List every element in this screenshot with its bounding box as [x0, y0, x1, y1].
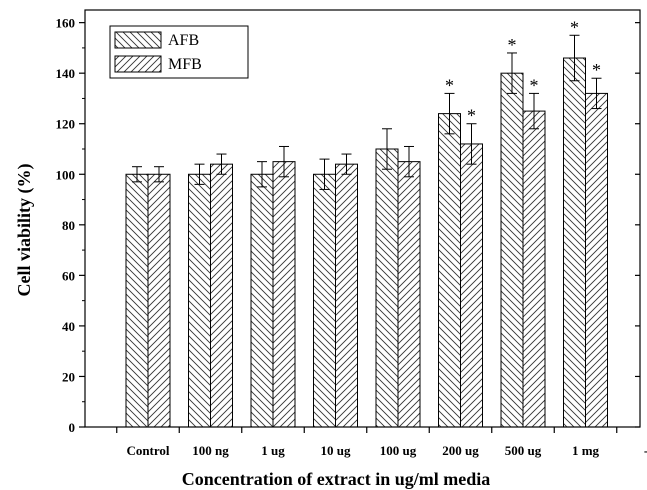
bar-afb — [125, 173, 149, 428]
bar-afb — [188, 173, 211, 428]
y-tick-label: 100 — [56, 167, 76, 182]
bar-afb — [375, 148, 399, 428]
legend-swatch-afb — [114, 31, 162, 49]
significance-star: * — [530, 75, 539, 95]
bar-mfb — [335, 163, 358, 428]
error-bars-layer — [132, 34, 602, 190]
plot-border — [84, 9, 641, 428]
x-tick-label: 10 ug — [321, 443, 351, 458]
x-axis: Control 100 ng 1 ug 10 ug 100 ug 200 ug 500 ug… — [116, 427, 647, 458]
bar-mfb — [272, 161, 296, 428]
x-tick-label: 100 ug — [380, 443, 417, 458]
bar-afb — [563, 57, 586, 428]
x-tick-label: Control — [126, 443, 169, 458]
x-tick-label: 1 mg — [572, 443, 600, 458]
significance-markers: * * * * * * — [445, 17, 601, 125]
bar-afb — [250, 173, 274, 428]
bar-afb — [438, 113, 461, 428]
bar-mfb — [585, 92, 608, 428]
y-axis: 0 20 40 60 80 100 120 140 160 — [56, 16, 640, 435]
significance-star: * — [570, 17, 579, 37]
legend-swatch-mfb — [114, 55, 162, 73]
x-tick-label: 100 ng — [192, 443, 229, 458]
bar-mfb — [397, 161, 421, 428]
x-tick-label-extra: - — [644, 443, 647, 458]
x-tick-label: 200 ug — [442, 443, 479, 458]
legend-label-mfb: MFB — [168, 56, 202, 73]
bar-afb — [313, 173, 336, 428]
y-axis-title: Cell viability (%) — [14, 164, 35, 297]
bar-mfb — [460, 143, 483, 428]
x-axis-title: Concentration of extract in ug/ml media — [182, 469, 490, 489]
bar-mfb — [210, 163, 233, 428]
y-tick-label: 40 — [62, 319, 75, 334]
y-tick-label: 160 — [56, 16, 76, 31]
x-tick-label: 1 ug — [261, 443, 285, 458]
y-tick-label: 20 — [62, 369, 75, 384]
bar-afb — [500, 72, 524, 428]
bars-layer — [125, 57, 608, 428]
y-tick-label: 140 — [56, 66, 76, 81]
legend-label-afb: AFB — [168, 32, 199, 49]
significance-star: * — [467, 106, 476, 126]
x-tick-label: 500 ug — [505, 443, 542, 458]
y-tick-label: 0 — [69, 420, 76, 435]
significance-star: * — [508, 35, 517, 55]
y-tick-label: 80 — [62, 218, 75, 233]
y-tick-label: 120 — [56, 117, 76, 132]
significance-star: * — [592, 60, 601, 80]
significance-star: * — [445, 75, 454, 95]
legend: AFB MFB — [109, 25, 249, 79]
y-tick-label: 60 — [62, 268, 75, 283]
plot-frame — [84, 9, 641, 428]
bar-mfb — [147, 173, 171, 428]
bar-mfb — [522, 110, 546, 428]
